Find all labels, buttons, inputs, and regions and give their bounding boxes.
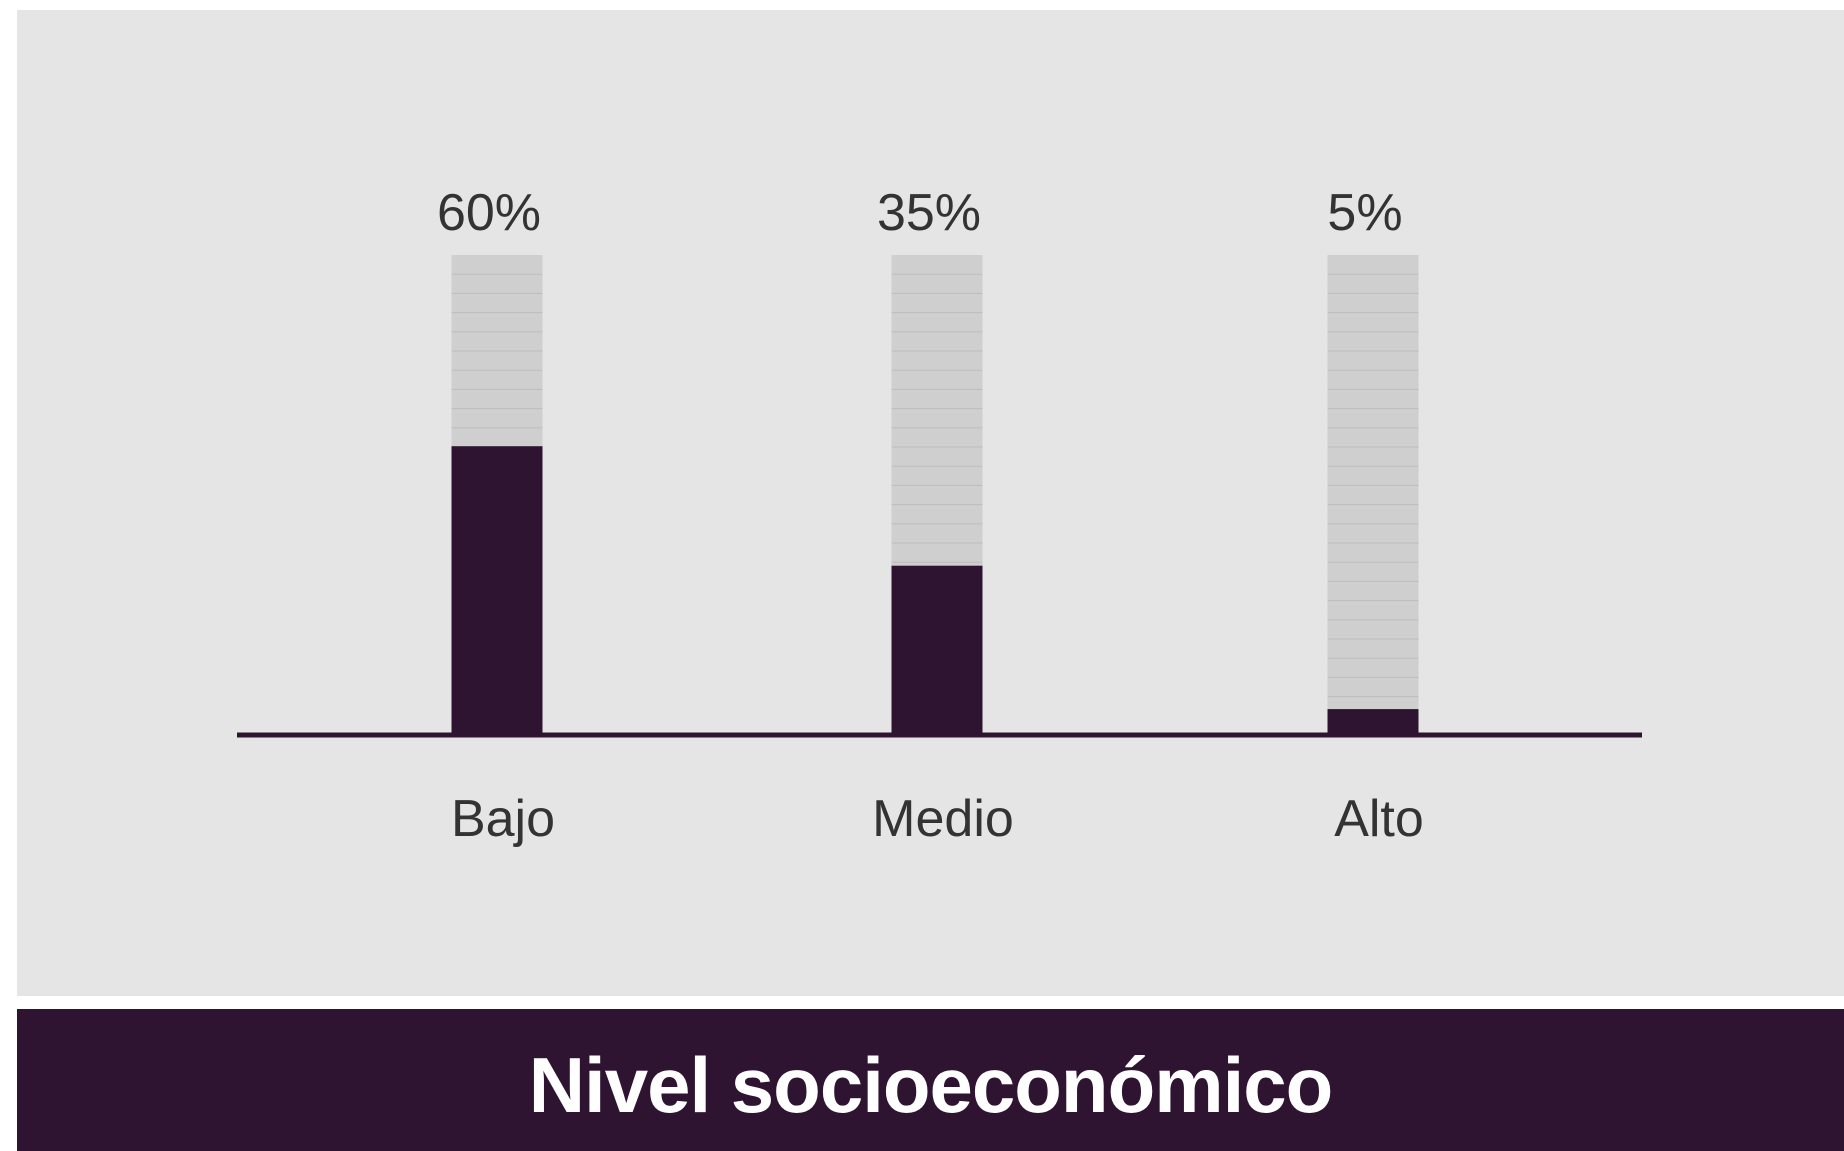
footer-band: Nivel socioeconómico	[17, 1009, 1844, 1151]
value-label-medio: 35%	[877, 184, 981, 242]
chart-caption: Nivel socioeconómico	[528, 1040, 1334, 1129]
bar-track-alto	[1327, 255, 1419, 733]
bar-medio	[891, 565, 983, 733]
category-label-alto: Alto	[1334, 790, 1424, 848]
category-label-bajo: Bajo	[451, 790, 555, 848]
bar-chart: 60% Bajo 35% Medio 5% Alto	[237, 184, 1642, 848]
bar-bajo	[451, 446, 543, 733]
value-label-alto: 5%	[1327, 184, 1402, 242]
value-label-bajo: 60%	[437, 184, 541, 242]
chart-panel: 60% Bajo 35% Medio 5% Alto	[17, 10, 1844, 996]
category-label-medio: Medio	[872, 790, 1014, 848]
bar-alto	[1327, 709, 1419, 733]
